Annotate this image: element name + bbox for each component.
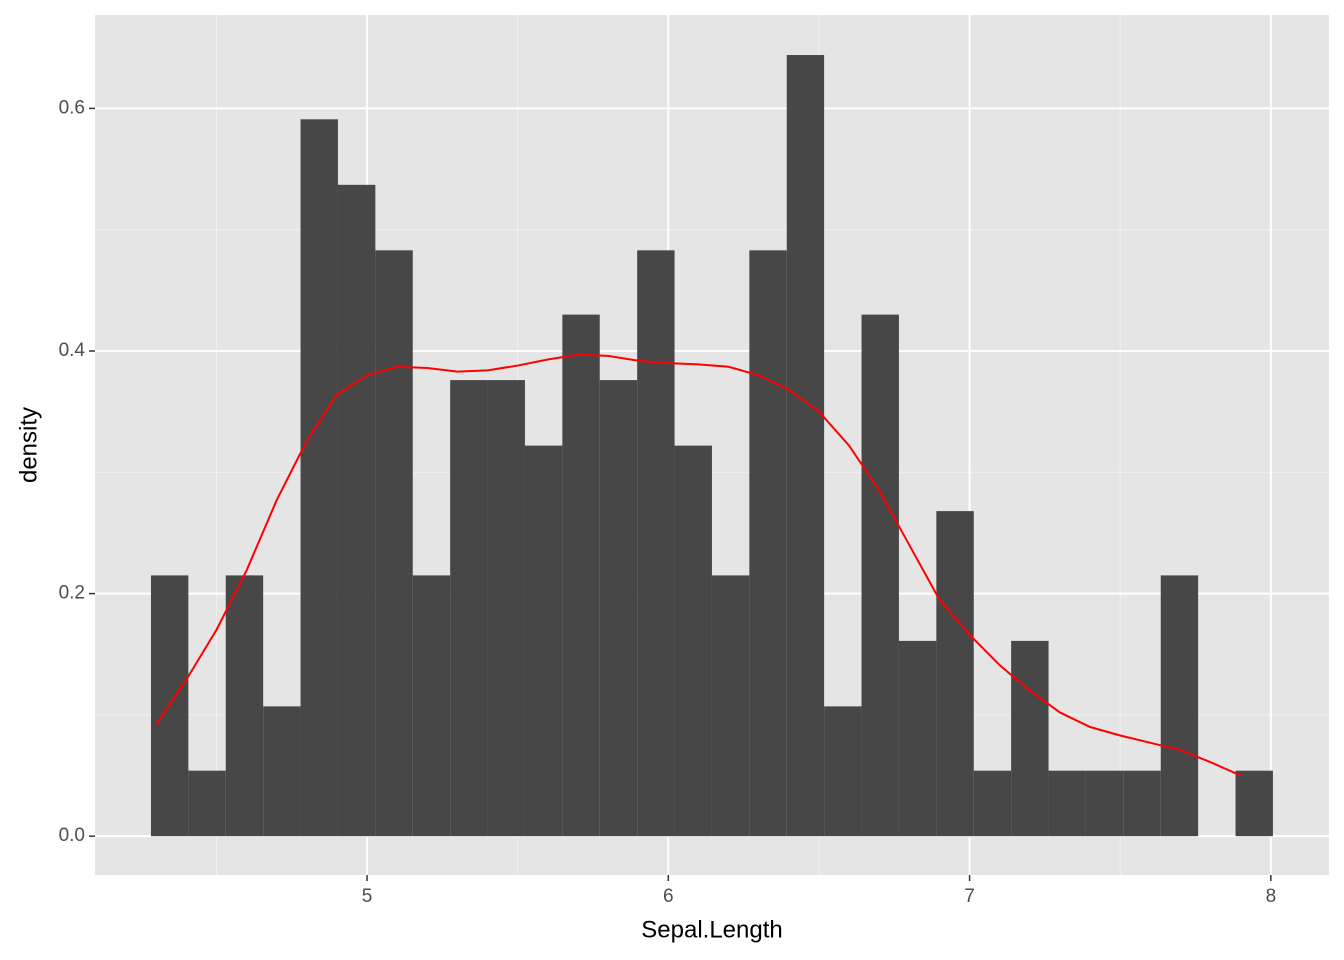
density-line — [155, 353, 1242, 777]
bar — [637, 250, 675, 837]
bar — [674, 445, 712, 837]
bar — [711, 575, 750, 837]
x-tick-label: 5 — [362, 886, 373, 907]
bar — [225, 575, 264, 837]
bar — [263, 706, 301, 837]
bar — [524, 445, 563, 837]
bar — [412, 575, 451, 837]
bar — [1048, 770, 1086, 837]
y-tick-label: 0.0 — [59, 825, 85, 846]
bar — [824, 706, 862, 837]
bar — [861, 314, 899, 837]
bar — [749, 250, 787, 837]
bar — [936, 511, 974, 837]
bar — [562, 314, 600, 837]
bar — [450, 380, 488, 837]
bar — [599, 380, 638, 837]
bar — [337, 184, 376, 837]
bar — [1123, 770, 1161, 837]
bar — [188, 770, 226, 837]
x-tick-label: 6 — [663, 886, 674, 907]
bar — [973, 770, 1012, 837]
bar — [786, 55, 825, 837]
bar — [300, 119, 338, 837]
bar — [375, 250, 413, 837]
y-tick-label: 0.6 — [59, 97, 85, 118]
y-tick-label: 0.2 — [59, 583, 85, 604]
y-tick-label: 0.4 — [59, 340, 86, 361]
x-axis-title: Sepal.Length — [641, 916, 782, 943]
bar — [487, 380, 525, 837]
bar — [898, 640, 937, 837]
bar — [1085, 770, 1124, 837]
x-tick-label: 8 — [1266, 886, 1277, 907]
bar — [1235, 770, 1273, 837]
y-axis-title: density — [15, 407, 42, 483]
bar — [1160, 575, 1199, 837]
x-tick-label: 7 — [964, 886, 975, 907]
bar — [1011, 640, 1049, 837]
